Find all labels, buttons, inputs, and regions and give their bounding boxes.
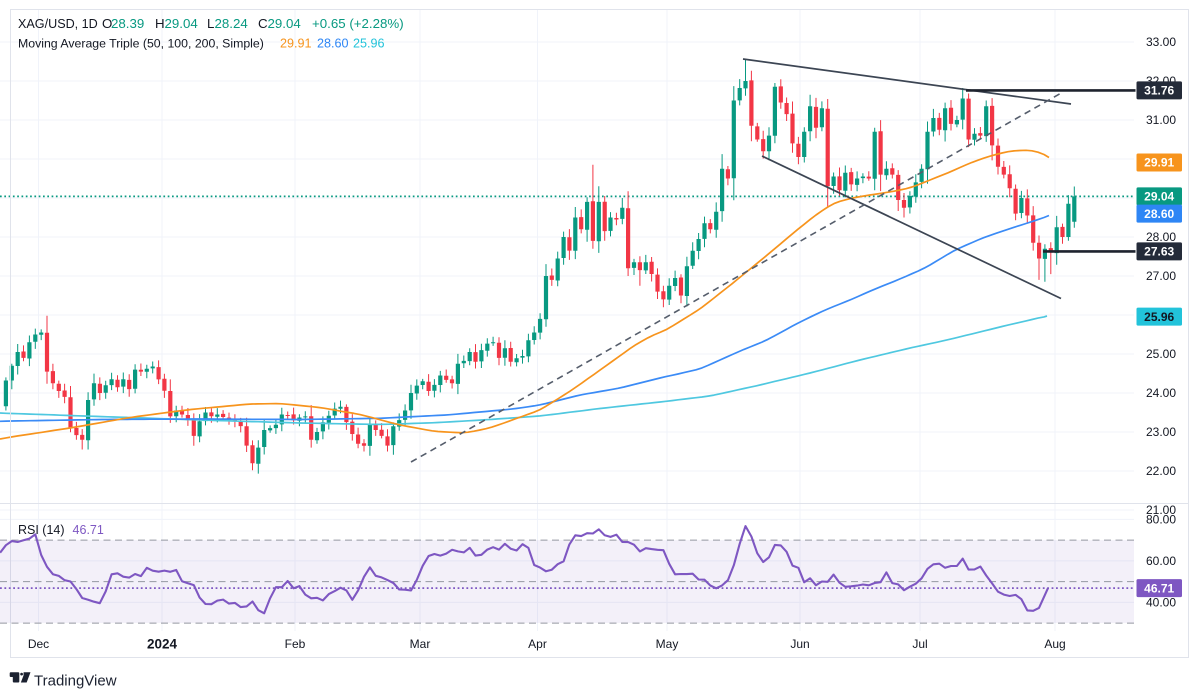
svg-text:28.39: 28.39 (111, 16, 144, 31)
svg-text:22.00: 22.00 (1146, 464, 1176, 478)
svg-text:23.00: 23.00 (1146, 425, 1176, 439)
svg-text:40.00: 40.00 (1146, 595, 1176, 609)
svg-text:Apr: Apr (528, 637, 547, 651)
svg-text:C: C (258, 16, 268, 31)
svg-text:27.63: 27.63 (1144, 245, 1174, 259)
svg-text:29.04: 29.04 (1144, 190, 1174, 204)
svg-text:L: L (207, 16, 214, 31)
svg-text:28.60: 28.60 (1144, 207, 1174, 221)
svg-text:Jul: Jul (912, 637, 927, 651)
svg-text:80.00: 80.00 (1146, 512, 1176, 526)
svg-text:Feb: Feb (285, 637, 306, 651)
svg-text:31.00: 31.00 (1146, 113, 1176, 127)
svg-text:29.91: 29.91 (1144, 156, 1174, 170)
svg-text:May: May (656, 637, 679, 651)
svg-text:Dec: Dec (28, 637, 49, 651)
svg-text:+0.65 (+2.28%): +0.65 (+2.28%) (312, 16, 404, 31)
svg-text:Moving Average Triple (50, 100: Moving Average Triple (50, 100, 200, Sim… (18, 37, 264, 51)
svg-text:28.24: 28.24 (215, 16, 248, 31)
svg-text:O: O (102, 16, 112, 31)
svg-text:28.00: 28.00 (1146, 230, 1176, 244)
svg-text:33.00: 33.00 (1146, 35, 1176, 49)
svg-text:2024: 2024 (147, 637, 178, 652)
svg-text:24.00: 24.00 (1146, 386, 1176, 400)
svg-text:28.60: 28.60 (317, 37, 349, 51)
svg-text:Aug: Aug (1044, 637, 1065, 651)
svg-text:25.00: 25.00 (1146, 347, 1176, 361)
svg-text:29.04: 29.04 (165, 16, 198, 31)
svg-text:27.00: 27.00 (1146, 269, 1176, 283)
svg-text:Jun: Jun (790, 637, 809, 651)
svg-text:31.76: 31.76 (1144, 84, 1174, 98)
svg-text:TradingView: TradingView (34, 673, 117, 690)
svg-text:25.96: 25.96 (353, 37, 385, 51)
svg-text:29.91: 29.91 (280, 37, 312, 51)
svg-text:46.71: 46.71 (1144, 581, 1174, 595)
svg-text:Mar: Mar (410, 637, 431, 651)
svg-text:21.00: 21.00 (1146, 503, 1176, 517)
svg-text:H: H (155, 16, 165, 31)
svg-text:25.96: 25.96 (1144, 310, 1174, 324)
svg-text:29.04: 29.04 (268, 16, 301, 31)
svg-text:60.00: 60.00 (1146, 554, 1176, 568)
svg-text:RSI (14)46.71: RSI (14) 46.71 (18, 523, 104, 537)
svg-text:XAG/USD, 1D: XAG/USD, 1D (18, 17, 98, 31)
